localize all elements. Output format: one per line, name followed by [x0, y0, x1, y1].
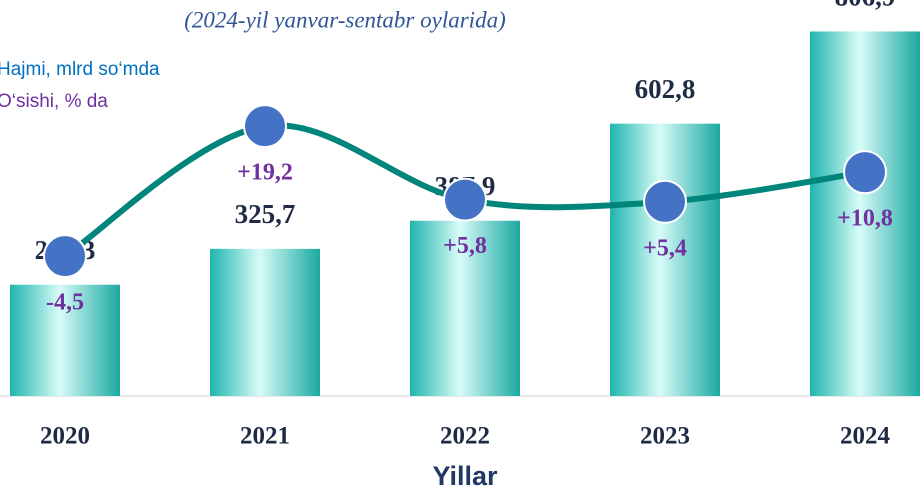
legend-entry: Hajmi, mlrd so‘mda: [0, 59, 160, 80]
line-value-label: +19,2: [237, 160, 293, 186]
line-value-label: +10,8: [837, 206, 893, 232]
x-axis-label: Yillar: [432, 461, 498, 491]
bar: [10, 284, 120, 396]
bar-value-label: 325,7: [235, 199, 296, 229]
bar: [810, 31, 920, 396]
line-marker: [43, 234, 87, 279]
bar-value-label: 806,9: [835, 0, 896, 12]
x-tick-label: 2022: [440, 423, 490, 450]
bar: [610, 123, 720, 396]
chart-subtitle: (2024-yil yanvar-sentabr oylarida): [184, 7, 505, 32]
legend-entry: O‘sishi, % da: [0, 91, 108, 112]
line-value-label: +5,4: [643, 235, 687, 261]
line-marker: [443, 177, 487, 222]
bar: [210, 248, 320, 396]
line-marker: [243, 104, 287, 149]
line-marker: [643, 179, 687, 224]
x-tick-label: 2023: [640, 423, 690, 450]
x-tick-label: 2024: [840, 423, 891, 450]
line-value-label: +5,8: [443, 233, 487, 259]
line-marker: [843, 150, 887, 195]
bar-value-label: 602,8: [635, 74, 696, 104]
line-value-label: -4,5: [46, 290, 84, 316]
x-tick-label: 2021: [240, 423, 290, 450]
x-tick-label: 2020: [40, 423, 90, 450]
bar: [410, 220, 520, 396]
